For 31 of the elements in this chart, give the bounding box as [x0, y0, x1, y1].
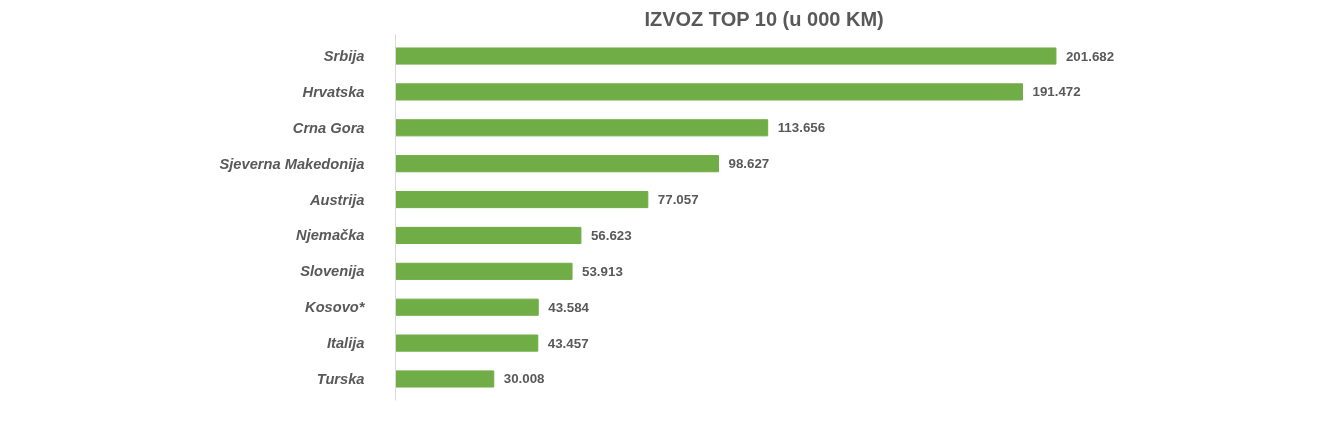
y-tick-label: Srbija: [323, 48, 365, 65]
y-tick-label: Njemačka: [296, 227, 365, 244]
data-label: 77.057: [657, 192, 699, 208]
data-label: 53.913: [582, 263, 623, 279]
bar: [395, 119, 769, 137]
bar: [395, 370, 495, 388]
data-label: 43.584: [548, 299, 590, 315]
bar: [395, 83, 1024, 101]
y-tick-label: Sjeverna Makedonija: [219, 155, 365, 172]
data-label: 201.682: [1065, 48, 1115, 64]
bar: [395, 298, 539, 316]
data-label: 98.627: [728, 156, 770, 172]
bar: [395, 155, 719, 173]
y-tick-label: Turska: [316, 370, 365, 387]
y-tick-label: Hrvatska: [302, 83, 365, 100]
bar: [395, 190, 649, 209]
y-tick-label: Slovenija: [300, 263, 365, 280]
y-tick-label: Austrija: [308, 191, 365, 208]
data-label: 56.623: [590, 227, 632, 243]
data-label: 191.472: [1032, 84, 1081, 100]
bar: [395, 262, 573, 280]
bar: [395, 47, 1057, 65]
y-tick-label: Crna Gora: [292, 119, 365, 136]
data-label: 113.656: [777, 120, 826, 136]
bar: [395, 334, 539, 352]
bar: [395, 226, 582, 245]
y-tick-label: Italija: [327, 335, 365, 352]
chart-title: IZVOZ TOP 10 (u 000 KM): [644, 7, 884, 30]
data-label: 30.008: [503, 371, 545, 387]
y-tick-label: Kosovo*: [305, 299, 366, 316]
data-label: 43.457: [547, 335, 589, 351]
